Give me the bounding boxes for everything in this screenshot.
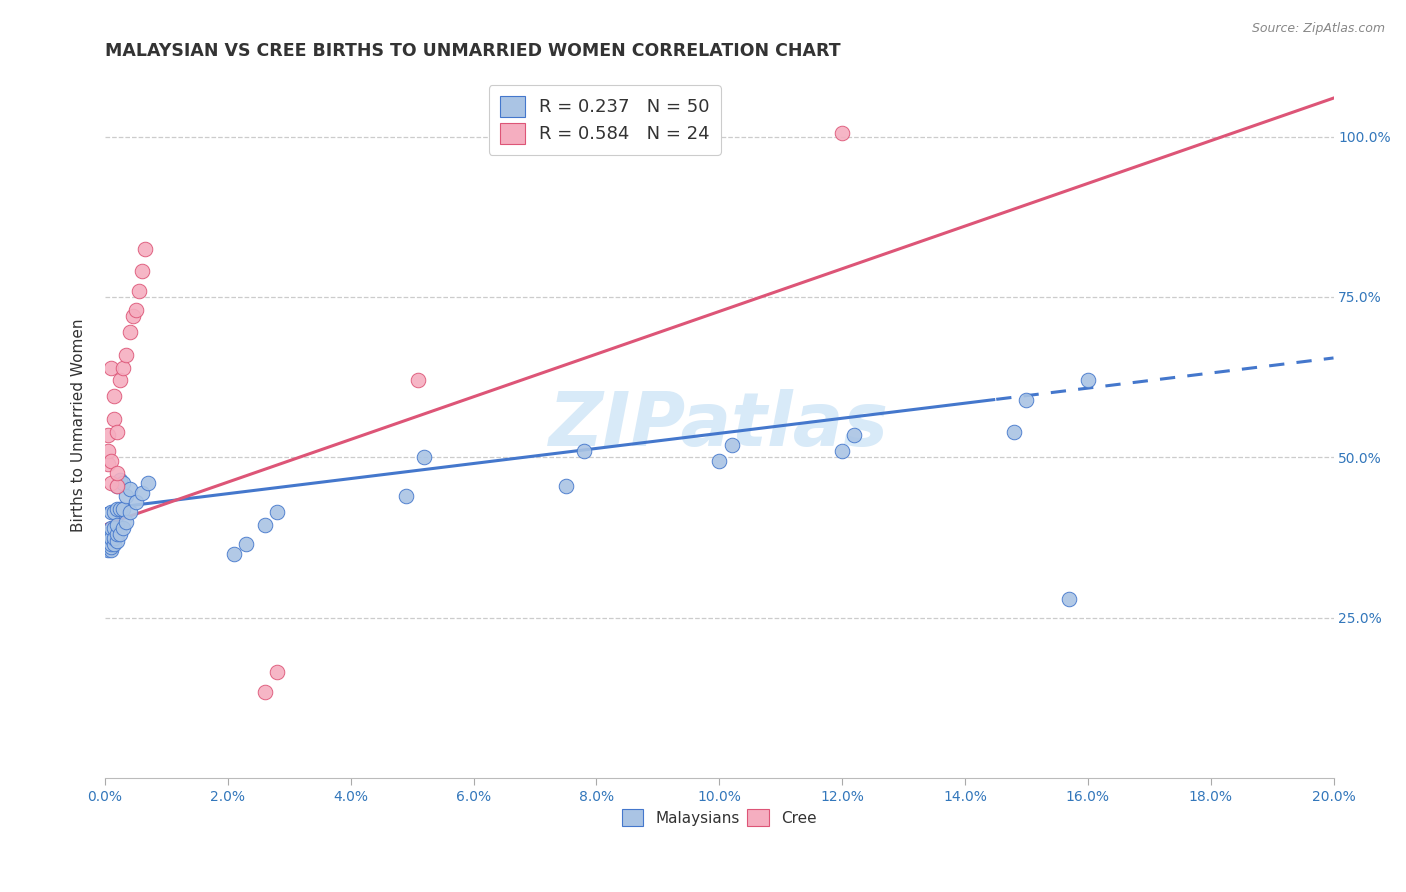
Point <box>554 479 576 493</box>
Point <box>136 476 159 491</box>
Point <box>118 326 141 340</box>
Point <box>115 348 138 362</box>
Point <box>105 479 128 493</box>
Point <box>720 437 742 451</box>
Point <box>103 412 125 426</box>
Point <box>100 453 122 467</box>
Point <box>105 479 128 493</box>
Point <box>100 360 122 375</box>
Point <box>128 284 150 298</box>
Point <box>134 242 156 256</box>
Point <box>121 310 143 324</box>
Y-axis label: Births to Unmarried Women: Births to Unmarried Women <box>72 318 86 532</box>
Point <box>100 505 122 519</box>
Point <box>112 501 135 516</box>
Point <box>222 547 245 561</box>
Point <box>97 457 120 471</box>
Point <box>105 517 128 532</box>
Point <box>131 485 153 500</box>
Point <box>253 684 276 698</box>
Point <box>110 373 132 387</box>
Point <box>100 476 122 491</box>
Point <box>103 505 125 519</box>
Point <box>100 540 122 554</box>
Point <box>709 453 731 467</box>
Point <box>572 444 595 458</box>
Text: MALAYSIAN VS CREE BIRTHS TO UNMARRIED WOMEN CORRELATION CHART: MALAYSIAN VS CREE BIRTHS TO UNMARRIED WO… <box>105 42 841 60</box>
Point <box>266 505 288 519</box>
Point <box>112 521 135 535</box>
Point <box>1077 373 1099 387</box>
Point <box>266 665 288 680</box>
Point <box>125 302 148 317</box>
Point <box>110 473 132 487</box>
Point <box>112 360 135 375</box>
Point <box>105 501 128 516</box>
Point <box>103 537 125 551</box>
Point <box>831 444 853 458</box>
Point <box>100 543 122 558</box>
Text: ZIPatlas: ZIPatlas <box>550 389 889 462</box>
Point <box>97 531 120 545</box>
Point <box>97 444 120 458</box>
Point <box>100 521 122 535</box>
Point <box>406 373 429 387</box>
Point <box>118 483 141 497</box>
Point <box>253 517 276 532</box>
Point <box>103 389 125 403</box>
Point <box>97 428 120 442</box>
Point <box>97 527 120 541</box>
Point <box>105 425 128 439</box>
Point <box>97 543 120 558</box>
Point <box>844 428 866 442</box>
Point <box>110 501 132 516</box>
Text: Source: ZipAtlas.com: Source: ZipAtlas.com <box>1251 22 1385 36</box>
Point <box>103 531 125 545</box>
Point <box>831 127 853 141</box>
Legend: Malaysians, Cree: Malaysians, Cree <box>614 801 824 834</box>
Point <box>235 537 257 551</box>
Point <box>125 495 148 509</box>
Point <box>131 264 153 278</box>
Point <box>1002 425 1025 439</box>
Point <box>97 533 120 548</box>
Point <box>1015 392 1038 407</box>
Point <box>100 537 122 551</box>
Point <box>105 527 128 541</box>
Point <box>103 521 125 535</box>
Point <box>115 489 138 503</box>
Point <box>1059 591 1081 606</box>
Point <box>115 515 138 529</box>
Point <box>105 467 128 481</box>
Point <box>100 531 122 545</box>
Point <box>112 476 135 491</box>
Point <box>97 537 120 551</box>
Point <box>110 527 132 541</box>
Point <box>105 533 128 548</box>
Point <box>413 450 436 465</box>
Point <box>395 489 418 503</box>
Point <box>118 505 141 519</box>
Point <box>97 540 120 554</box>
